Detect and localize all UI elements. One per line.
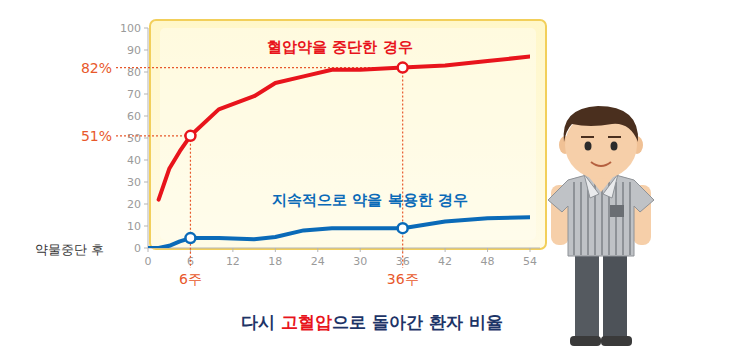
annotation-label: 6주	[179, 271, 202, 287]
person-illustration	[548, 106, 654, 346]
x-tick	[360, 248, 361, 252]
data-label: 82%	[81, 60, 112, 76]
eyebrow	[581, 136, 594, 138]
x-tick-label: 0	[145, 255, 152, 268]
y-tick	[144, 226, 148, 227]
annotation-line	[402, 68, 403, 268]
y-tick-label: 30	[127, 176, 141, 189]
title-highlight: 고혈압	[281, 312, 332, 332]
eye	[611, 142, 618, 151]
y-tick-label: 10	[127, 220, 141, 233]
x-tick	[530, 248, 531, 252]
y-tick-label: 40	[127, 154, 141, 167]
marker	[398, 223, 408, 233]
title-part: 으로 돌아간 환자 비율	[332, 312, 503, 332]
annotations: 6주 36주	[179, 68, 419, 287]
plot-inner	[160, 28, 536, 240]
title-part: 다시	[241, 312, 281, 332]
marker	[185, 131, 195, 141]
marker	[398, 63, 408, 73]
x-tick	[232, 248, 233, 252]
x-tick-label: 48	[481, 255, 495, 268]
shirt-stripe	[629, 182, 631, 255]
pocket	[610, 205, 624, 217]
chart: 0102030405060708090100061218243036424854…	[0, 0, 745, 354]
x-tick-label: 30	[353, 255, 367, 268]
plot-background	[150, 20, 546, 249]
y-tick	[144, 94, 148, 95]
y-tick	[144, 204, 148, 205]
x-tick	[317, 248, 318, 252]
x-axis	[148, 248, 540, 249]
x-axis-label: 약물중단 후	[35, 242, 104, 257]
marker	[185, 233, 195, 243]
shirt-stripe	[622, 182, 624, 255]
x-tick	[148, 248, 149, 252]
y-tick-label: 100	[120, 22, 141, 35]
x-tick-label: 54	[523, 255, 537, 268]
annotation-line	[190, 136, 191, 268]
y-tick	[144, 138, 148, 139]
y-tick	[144, 182, 148, 183]
y-tick	[144, 50, 148, 51]
title: 다시 고혈압으로 돌아간 환자 비율	[241, 312, 503, 332]
mouth	[591, 162, 611, 166]
y-tick-label: 50	[127, 132, 141, 145]
y-tick-label: 70	[127, 88, 141, 101]
leg	[603, 250, 627, 340]
x-tick	[487, 248, 488, 252]
shirt-stripe	[601, 182, 603, 255]
shirt-stripe	[580, 182, 582, 255]
shirt-stripe	[615, 182, 617, 255]
y-tick	[144, 160, 148, 161]
y-tick-label: 0	[134, 242, 141, 255]
leg	[575, 250, 599, 340]
x-tick	[275, 248, 276, 252]
data-label: 51%	[81, 128, 112, 144]
series-line	[148, 217, 530, 248]
hair	[564, 106, 638, 142]
y-tick-label: 20	[127, 198, 141, 211]
shoe	[601, 336, 632, 346]
shirt-stripe	[573, 182, 575, 255]
y-tick-label: 60	[127, 110, 141, 123]
annotation-label: 36주	[387, 271, 419, 287]
x-tick-label: 12	[226, 255, 240, 268]
series-name: 혈압약을 중단한 경우	[267, 38, 412, 56]
y-tick-label: 90	[127, 44, 141, 57]
y-tick	[144, 248, 148, 249]
y-tick	[144, 116, 148, 117]
x-tick-label: 18	[268, 255, 282, 268]
x-tick-label: 42	[438, 255, 452, 268]
series-name: 지속적으로 약을 복용한 경우	[272, 191, 468, 209]
shoe	[570, 336, 601, 346]
series-group	[148, 57, 530, 248]
eyebrow	[608, 136, 621, 138]
x-tick-label: 24	[311, 255, 325, 268]
y-tick	[144, 28, 148, 29]
value-guide	[116, 135, 190, 136]
shirt	[548, 174, 654, 256]
x-tick	[445, 248, 446, 252]
y-tick	[144, 72, 148, 73]
eye	[585, 142, 592, 151]
series-line	[159, 57, 530, 200]
